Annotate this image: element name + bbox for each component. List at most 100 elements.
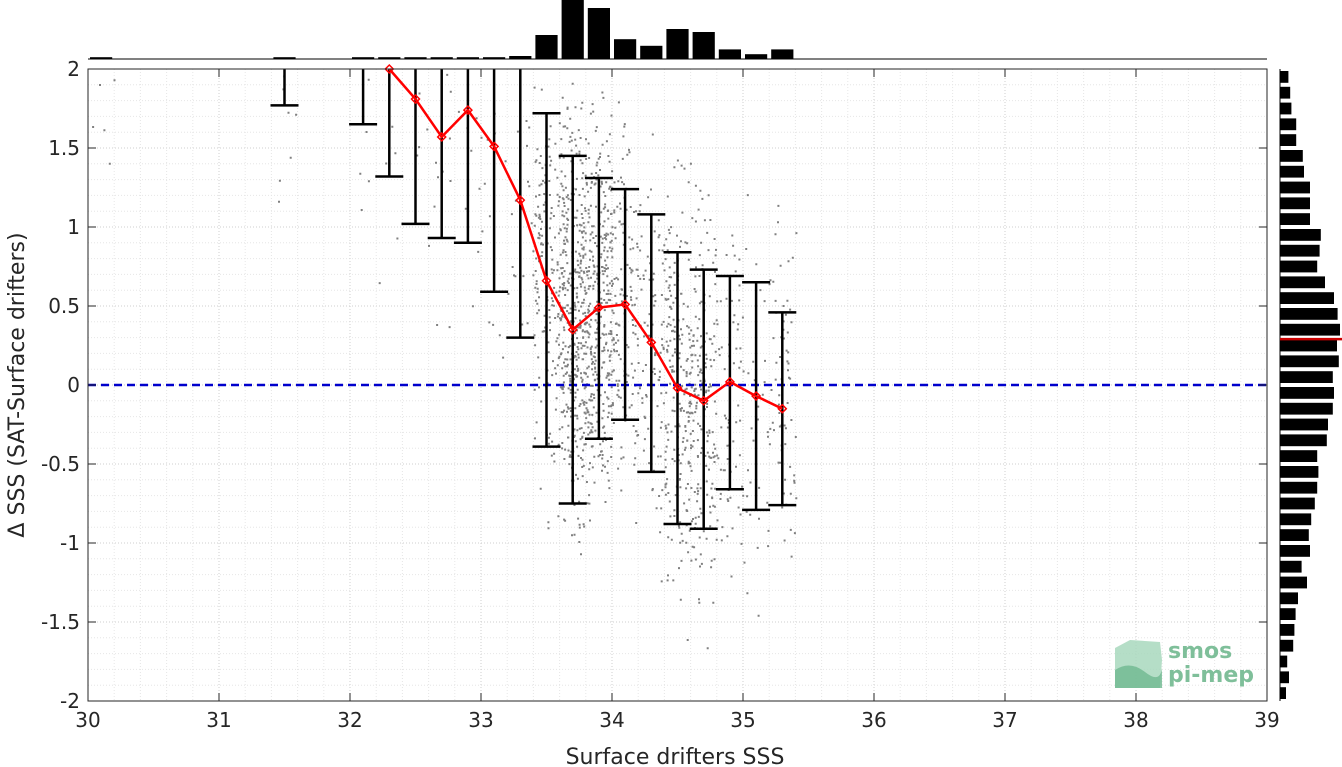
y-tick-label: 0 bbox=[67, 373, 80, 397]
top-histogram-bar bbox=[456, 57, 479, 59]
right-histogram-bar bbox=[1280, 450, 1318, 462]
y-tick-label: 2 bbox=[67, 57, 80, 81]
mean-series bbox=[384, 63, 788, 414]
x-tick-label: 31 bbox=[206, 708, 231, 732]
right-histogram-bar bbox=[1280, 134, 1297, 146]
right-histogram-bar bbox=[1280, 118, 1297, 131]
x-tick-label: 39 bbox=[1254, 708, 1279, 732]
top-histogram-bar bbox=[535, 35, 558, 59]
right-histogram-bar bbox=[1280, 624, 1295, 636]
mean-marker bbox=[489, 141, 500, 152]
right-histogram-bar bbox=[1280, 260, 1318, 273]
right-histogram-bar bbox=[1280, 308, 1338, 320]
right-histogram-bar bbox=[1280, 371, 1333, 383]
top-histogram-bar bbox=[483, 57, 506, 59]
mean-marker bbox=[777, 403, 788, 414]
top-histogram-bar bbox=[273, 57, 296, 59]
top-histogram-bar bbox=[90, 57, 113, 59]
top-histogram-bar bbox=[745, 54, 768, 59]
right-histogram-bar bbox=[1280, 418, 1328, 431]
right-histogram-bar bbox=[1280, 497, 1315, 510]
right-histogram-bar bbox=[1280, 197, 1310, 210]
right-histogram-bar bbox=[1280, 244, 1320, 257]
right-histogram-bar bbox=[1280, 86, 1291, 99]
top-histogram bbox=[88, 0, 1267, 60]
mean-marker bbox=[646, 337, 657, 348]
y-tick-label: 1.5 bbox=[48, 136, 80, 160]
y-tick-label: -0.5 bbox=[41, 452, 80, 476]
top-histogram-bar bbox=[614, 39, 637, 59]
mean-line bbox=[388, 68, 783, 410]
top-histogram-bar bbox=[718, 49, 741, 59]
axis-ticks: 30 31 32 33 34 35 36 37 38 39 2 1.5 1 0.5 0 -0.5 -1 -1.5 -… bbox=[41, 57, 1280, 732]
right-histogram-bar bbox=[1280, 592, 1298, 605]
top-histogram-bar bbox=[430, 57, 453, 59]
y-tick-label: 0.5 bbox=[48, 294, 80, 318]
top-histogram-bar bbox=[561, 0, 584, 59]
y-tick-label: 1 bbox=[67, 215, 80, 239]
right-histogram-bar bbox=[1280, 402, 1333, 415]
right-histogram-bar bbox=[1280, 639, 1294, 652]
right-histogram-bar bbox=[1280, 150, 1303, 162]
y-tick-label: -2 bbox=[60, 689, 80, 713]
right-histogram-bar bbox=[1280, 513, 1312, 526]
smos-pi-mep-logo: smos pi-mep bbox=[1115, 639, 1254, 688]
mean-marker bbox=[410, 93, 421, 105]
right-histogram-bar bbox=[1280, 181, 1310, 194]
mean-marker bbox=[462, 105, 473, 116]
mean-marker bbox=[567, 324, 578, 335]
mean-marker bbox=[384, 63, 395, 75]
right-histogram-bar bbox=[1280, 276, 1325, 289]
right-histogram-bar bbox=[1280, 545, 1310, 557]
top-histogram-bar bbox=[666, 29, 689, 59]
x-tick-label: 36 bbox=[861, 708, 886, 732]
logo-line1: smos bbox=[1168, 639, 1232, 664]
right-histogram-bar bbox=[1280, 213, 1310, 225]
top-histogram-bar bbox=[771, 49, 794, 59]
right-histogram-bar bbox=[1280, 165, 1304, 178]
y-tick-label: -1.5 bbox=[41, 610, 80, 634]
right-histogram-bar bbox=[1280, 355, 1339, 368]
x-tick-label: 38 bbox=[1123, 708, 1148, 732]
top-histogram-bar bbox=[509, 56, 532, 59]
logo-graphic-wave bbox=[1115, 665, 1162, 688]
x-tick-label: 32 bbox=[337, 708, 362, 732]
x-axis-title: Surface drifters SSS bbox=[566, 745, 785, 767]
top-histogram-bar bbox=[378, 57, 401, 59]
x-tick-label: 35 bbox=[730, 708, 755, 732]
mean-marker bbox=[620, 299, 631, 310]
x-tick-label: 37 bbox=[992, 708, 1017, 732]
y-axis-title: Δ SSS (SAT-Surface drifters) bbox=[5, 232, 30, 537]
mean-marker bbox=[436, 131, 447, 143]
right-histogram-bar bbox=[1280, 434, 1327, 447]
right-histogram-bar bbox=[1280, 102, 1292, 115]
top-histogram-bar bbox=[692, 32, 715, 59]
top-histogram-bar bbox=[587, 8, 610, 59]
right-histogram-bar bbox=[1280, 323, 1340, 336]
x-tick-label: 30 bbox=[75, 708, 100, 732]
right-histogram-bar bbox=[1280, 529, 1309, 541]
x-tick-label: 33 bbox=[468, 708, 493, 732]
right-histogram-bar bbox=[1280, 576, 1307, 589]
right-histogram-bar bbox=[1280, 339, 1337, 352]
right-histogram-bar bbox=[1280, 687, 1286, 699]
right-histogram-bar bbox=[1280, 608, 1296, 620]
x-tick-label: 34 bbox=[599, 708, 624, 732]
mean-marker bbox=[515, 195, 526, 206]
right-histogram-bar bbox=[1280, 560, 1302, 573]
right-histogram-bar bbox=[1280, 655, 1288, 668]
mean-marker bbox=[724, 376, 735, 387]
top-histogram-bar bbox=[404, 57, 427, 59]
mean-marker bbox=[672, 383, 683, 394]
right-histogram-bar bbox=[1280, 481, 1318, 494]
mean-marker bbox=[541, 275, 552, 286]
right-histogram-bar bbox=[1280, 387, 1334, 399]
right-histogram-bar bbox=[1280, 229, 1321, 241]
mean-marker bbox=[698, 395, 709, 406]
right-histogram bbox=[1279, 69, 1342, 701]
mean-marker bbox=[751, 390, 762, 402]
right-histogram-bar bbox=[1280, 71, 1289, 83]
right-histogram-bar bbox=[1280, 466, 1319, 478]
right-histogram-bar bbox=[1280, 671, 1289, 684]
